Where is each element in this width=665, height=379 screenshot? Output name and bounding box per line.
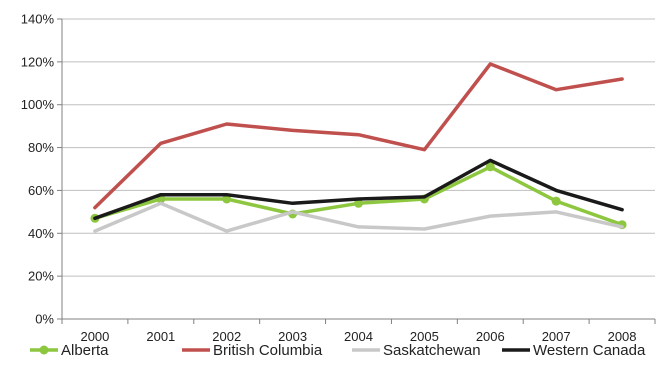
series-line-british-columbia — [93, 62, 624, 210]
x-tick-label: 2001 — [146, 329, 175, 344]
series-line-saskatchewan — [93, 201, 624, 233]
legend: Alberta British Columbia Saskatchewan Weste… — [30, 342, 646, 359]
x-tick-label: 2003 — [278, 329, 307, 344]
x-tick-label: 2002 — [212, 329, 241, 344]
data-point-alberta — [485, 162, 495, 172]
legend-label-alberta: Alberta — [61, 342, 109, 359]
y-tick-label: 0% — [35, 312, 54, 327]
gridlines — [62, 18, 655, 277]
legend-label-british-columbia: British Columbia — [213, 342, 323, 359]
data-point-alberta — [354, 198, 363, 208]
y-tick-label: 40% — [28, 226, 54, 241]
y-tick-label: 60% — [28, 183, 54, 198]
legend-label-saskatchewan: Saskatchewan — [383, 342, 481, 359]
axes: 0% 20% 40% 60% 80% 100% 120% 140% 2000 2001 2002 20… — [21, 12, 656, 344]
y-tick-label: 100% — [21, 97, 55, 112]
x-tick-label: 2000 — [80, 329, 109, 344]
y-tick-label: 120% — [21, 54, 55, 69]
y-tick-label: 80% — [28, 140, 54, 155]
y-tick-label: 20% — [28, 269, 54, 284]
legend-marker-alberta — [39, 345, 49, 355]
legend-label-western-canada: Western Canada — [533, 342, 646, 359]
x-tick-label: 2008 — [608, 329, 637, 344]
y-tick-label: 140% — [21, 12, 55, 27]
series-lines — [90, 62, 627, 233]
x-tick-label: 2004 — [344, 329, 373, 344]
x-tick-label: 2006 — [476, 329, 505, 344]
data-point-alberta — [551, 196, 561, 206]
x-tick-label: 2005 — [410, 329, 439, 344]
x-tick-label: 2007 — [542, 329, 571, 344]
series-line-western-canada — [93, 158, 624, 221]
